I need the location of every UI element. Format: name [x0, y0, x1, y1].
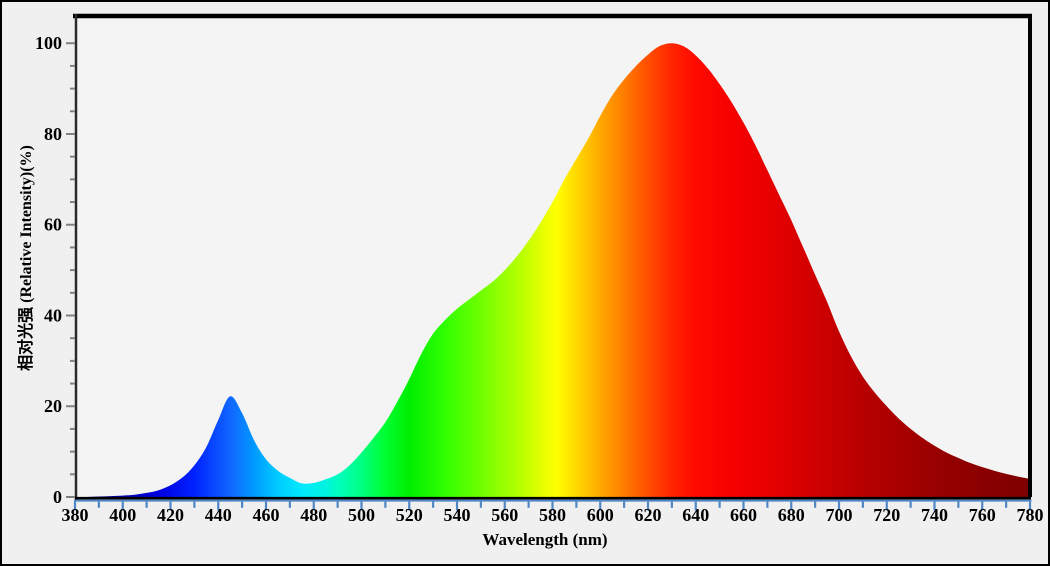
- x-tick-label: 660: [730, 505, 757, 525]
- spectral-power-curve: [75, 43, 1030, 498]
- x-tick-label: 580: [539, 505, 566, 525]
- x-tick-label: 700: [826, 505, 853, 525]
- y-axis-title: 相对光强 (Relative Intensity)(%): [16, 145, 35, 371]
- y-axis-tick-labels: 0 20 40 60 80 100: [35, 33, 62, 507]
- y-tick-label: 80: [44, 124, 62, 144]
- x-tick-label: 480: [300, 505, 327, 525]
- y-tick-label: 40: [44, 305, 62, 325]
- x-tick-label: 760: [969, 505, 996, 525]
- x-tick-label: 520: [396, 505, 423, 525]
- x-axis-title: Wavelength (nm): [482, 530, 607, 549]
- x-tick-label: 740: [921, 505, 948, 525]
- x-tick-label: 420: [157, 505, 184, 525]
- y-tick-label: 0: [53, 487, 62, 507]
- y-tick-label: 60: [44, 215, 62, 235]
- y-tick-label: 100: [35, 33, 62, 53]
- x-tick-label: 620: [635, 505, 662, 525]
- x-tick-label: 400: [109, 505, 136, 525]
- x-tick-label: 540: [444, 505, 471, 525]
- x-tick-label: 500: [348, 505, 375, 525]
- x-tick-label: 720: [873, 505, 900, 525]
- x-tick-label: 680: [778, 505, 805, 525]
- x-tick-label: 780: [1017, 505, 1044, 525]
- x-tick-label: 380: [62, 505, 89, 525]
- y-tick-label: 20: [44, 396, 62, 416]
- plot-frame: [73, 13, 1032, 502]
- x-tick-label: 440: [205, 505, 232, 525]
- x-tick-label: 560: [491, 505, 518, 525]
- y-axis-ticks: [66, 42, 75, 498]
- x-tick-label: 460: [253, 505, 280, 525]
- x-axis-ticks: [73, 501, 1032, 511]
- x-tick-label: 640: [682, 505, 709, 525]
- x-axis-tick-labels: 380 400 420 440 460 480 500 520 540 560 580 600 620 6…: [62, 505, 1044, 525]
- x-tick-label: 600: [587, 505, 614, 525]
